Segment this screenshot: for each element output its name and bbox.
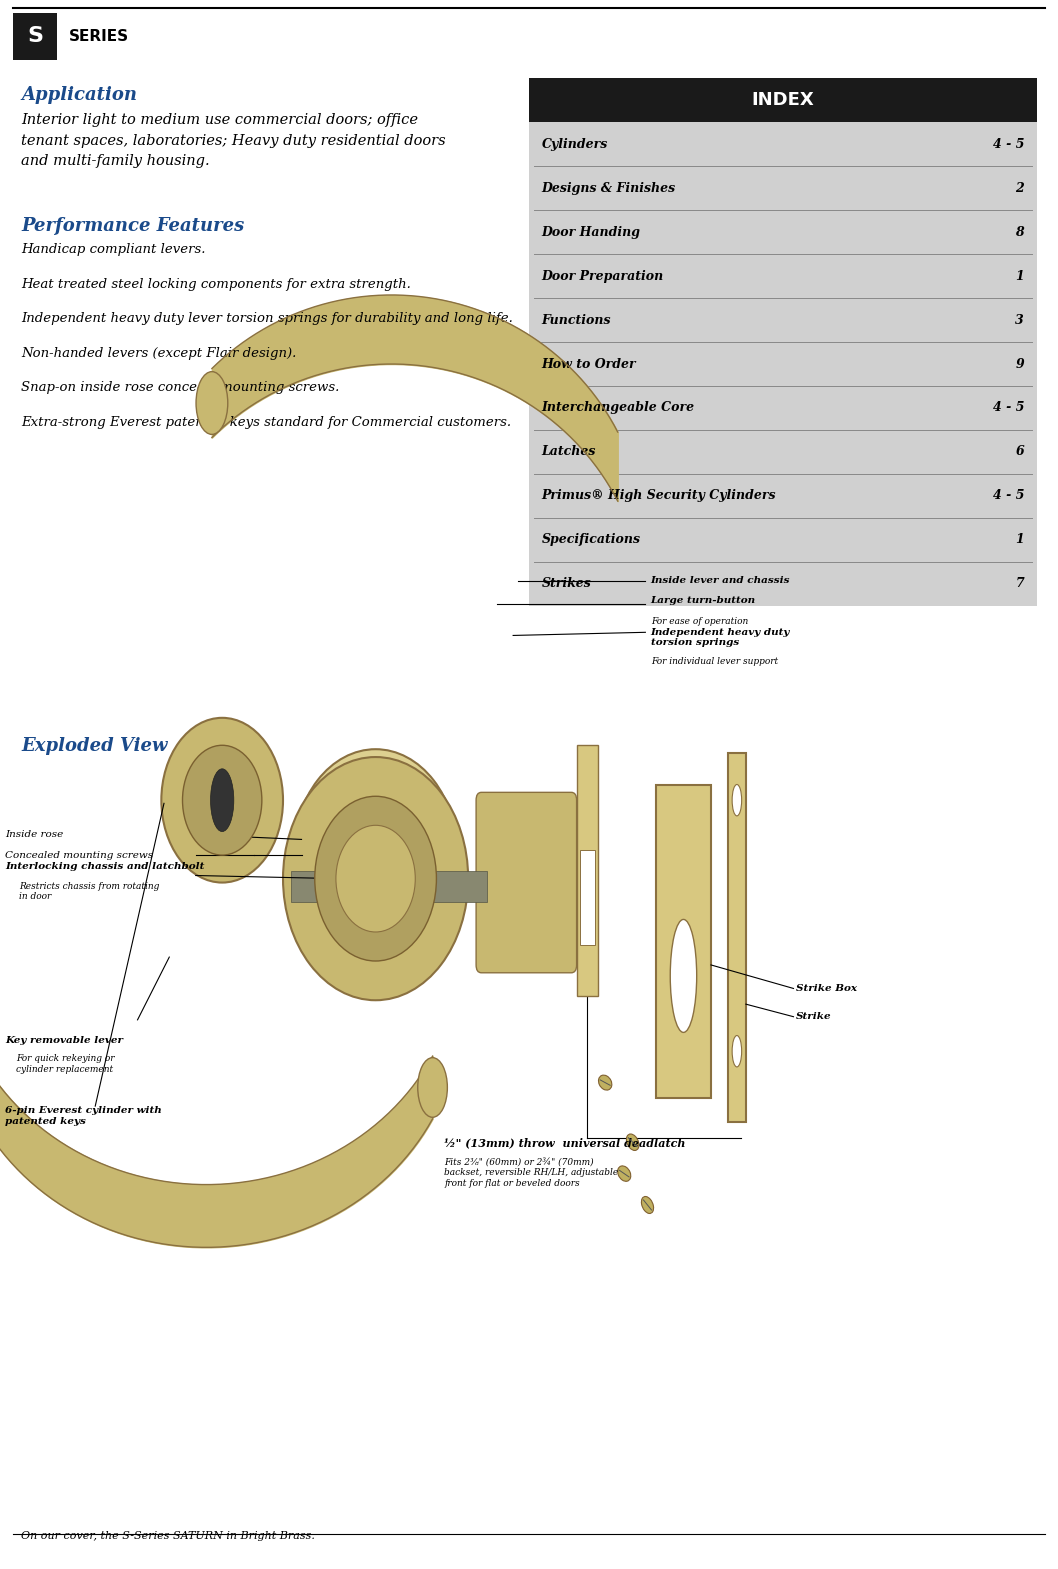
FancyBboxPatch shape [476, 792, 577, 973]
Ellipse shape [626, 1134, 639, 1150]
Ellipse shape [618, 1166, 631, 1181]
Ellipse shape [196, 372, 227, 435]
Ellipse shape [671, 919, 697, 1032]
Text: S: S [26, 27, 43, 46]
Bar [13, 13, 57, 60]
Text: Interchangeable Core: Interchangeable Core [542, 402, 695, 414]
Text: 1: 1 [1016, 270, 1024, 282]
Text: INDEX: INDEX [751, 91, 815, 110]
Text: 6: 6 [1016, 446, 1024, 458]
Text: 4 - 5: 4 - 5 [992, 138, 1024, 151]
Bar [577, 745, 598, 996]
Ellipse shape [293, 750, 457, 960]
Text: 4 - 5: 4 - 5 [992, 402, 1024, 414]
Text: 2: 2 [1016, 182, 1024, 195]
Text: Strike: Strike [796, 1012, 832, 1021]
Text: 6-pin Everest cylinder with
patented keys: 6-pin Everest cylinder with patented key… [5, 1106, 162, 1125]
Text: 7: 7 [1016, 577, 1024, 590]
Text: Performance Features: Performance Features [21, 217, 244, 234]
Ellipse shape [182, 745, 261, 855]
Text: Strikes: Strikes [542, 577, 591, 590]
Text: Door Handing: Door Handing [542, 226, 641, 238]
Ellipse shape [732, 784, 742, 816]
Text: Inside rose: Inside rose [5, 830, 63, 839]
Text: On our cover, the S-Series SATURN in Bright Brass.: On our cover, the S-Series SATURN in Bri… [21, 1531, 315, 1541]
Text: 4 - 5: 4 - 5 [992, 490, 1024, 502]
Text: Extra-strong Everest patented keys standard for Commercial customers.: Extra-strong Everest patented keys stand… [21, 416, 511, 428]
Text: Independent heavy duty
torsion springs: Independent heavy duty torsion springs [651, 628, 790, 646]
Text: Key removable lever: Key removable lever [5, 1036, 124, 1045]
Text: 3: 3 [1016, 314, 1024, 326]
Text: Designs & Finishes: Designs & Finishes [542, 182, 676, 195]
Text: Non-handed levers (except Flair design).: Non-handed levers (except Flair design). [21, 347, 296, 359]
Ellipse shape [599, 1075, 612, 1090]
Bar [529, 78, 1037, 122]
Text: SERIES: SERIES [69, 28, 129, 44]
Text: Interlocking chassis and latchbolt: Interlocking chassis and latchbolt [5, 861, 204, 871]
Text: Exploded View: Exploded View [21, 737, 167, 755]
Text: Strike Box: Strike Box [796, 984, 857, 993]
Text: Specifications: Specifications [542, 533, 641, 546]
Text: ½" (13mm) throw  universal deadlatch: ½" (13mm) throw universal deadlatch [444, 1138, 686, 1149]
Text: Door Preparation: Door Preparation [542, 270, 664, 282]
Bar [291, 871, 487, 902]
Bar [580, 850, 595, 945]
Text: 8: 8 [1016, 226, 1024, 238]
Text: Functions: Functions [542, 314, 612, 326]
Bar [728, 753, 746, 1122]
Bar [656, 784, 711, 1098]
Text: Concealed mounting screws: Concealed mounting screws [5, 850, 153, 860]
Ellipse shape [732, 1036, 742, 1067]
Text: Latches: Latches [542, 446, 596, 458]
Ellipse shape [641, 1197, 654, 1213]
Ellipse shape [418, 1058, 448, 1117]
Ellipse shape [335, 825, 415, 932]
Text: Heat treated steel locking components for extra strength.: Heat treated steel locking components fo… [21, 278, 412, 290]
Text: For quick rekeying or
cylinder replacement: For quick rekeying or cylinder replaceme… [16, 1054, 114, 1073]
Ellipse shape [284, 758, 468, 1001]
Text: Large turn-button: Large turn-button [651, 596, 755, 606]
Text: For individual lever support: For individual lever support [651, 657, 778, 667]
Text: Cylinders: Cylinders [542, 138, 608, 151]
Text: Snap-on inside rose conceals mounting screws.: Snap-on inside rose conceals mounting sc… [21, 381, 340, 394]
Text: Handicap compliant levers.: Handicap compliant levers. [21, 243, 205, 256]
Bar [529, 122, 1037, 606]
Text: How to Order: How to Order [542, 358, 636, 370]
Text: Primus® High Security Cylinders: Primus® High Security Cylinders [542, 490, 777, 502]
Ellipse shape [211, 769, 234, 832]
Text: Inside lever and chassis: Inside lever and chassis [651, 576, 790, 585]
Ellipse shape [315, 795, 436, 960]
Text: Fits 2⅜" (60mm) or 2¾" (70mm)
backset, reversible RH/LH, adjustable
front for fl: Fits 2⅜" (60mm) or 2¾" (70mm) backset, r… [444, 1158, 619, 1188]
Text: 1: 1 [1016, 533, 1024, 546]
Text: 9: 9 [1016, 358, 1024, 370]
Text: For ease of operation: For ease of operation [651, 617, 748, 626]
Text: Application: Application [21, 86, 138, 104]
Text: Interior light to medium use commercial doors; office
tenant spaces, laboratorie: Interior light to medium use commercial … [21, 113, 445, 168]
Text: Restricts chassis from rotating
in door: Restricts chassis from rotating in door [19, 882, 160, 901]
Text: Independent heavy duty lever torsion springs for durability and long life.: Independent heavy duty lever torsion spr… [21, 312, 513, 325]
Ellipse shape [161, 719, 284, 882]
